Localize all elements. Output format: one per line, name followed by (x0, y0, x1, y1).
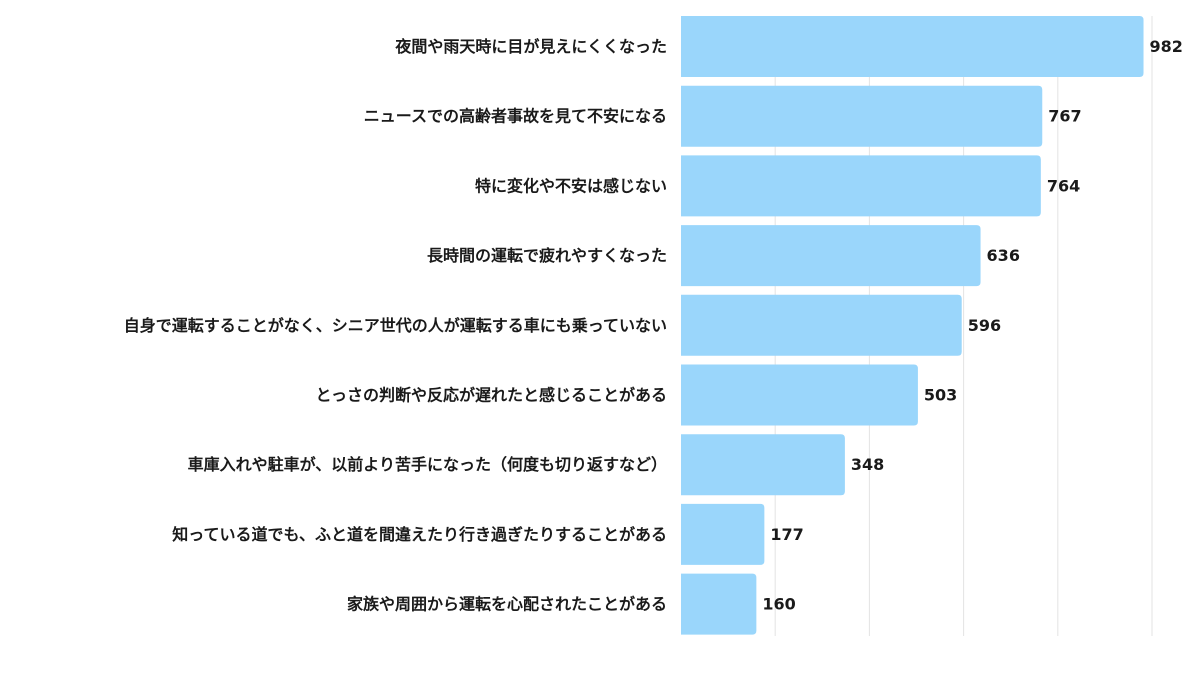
bar (681, 294, 962, 356)
value-label: 767 (1048, 107, 1081, 126)
bar (681, 155, 1041, 217)
category-label: とっさの判断や反応が遅れたと感じることがある (315, 386, 667, 405)
bar (681, 503, 765, 565)
category-label: 車庫入れや駐車が、以前より苦手になった（何度も切り返すなど） (188, 455, 667, 474)
bar (681, 364, 918, 426)
category-label: ニュースでの高齢者事故を見て不安になる (364, 107, 667, 126)
category-labels: 夜間や雨天時に目が見えにくくなったニュースでの高齢者事故を見て不安になる特に変化… (124, 37, 667, 614)
value-label: 348 (851, 455, 884, 474)
value-label: 177 (770, 525, 803, 544)
value-label: 982 (1150, 37, 1183, 56)
category-label: 知っている道でも、ふと道を間違えたり行き過ぎたりすることがある (172, 525, 667, 544)
bar (681, 434, 845, 496)
value-labels: 982 767 764 636 596 503 348 177 160 (762, 37, 1183, 614)
value-label: 503 (924, 386, 957, 405)
bar (681, 16, 1144, 77)
value-label: 764 (1047, 176, 1080, 195)
bar (681, 85, 1043, 147)
value-label: 596 (968, 316, 1001, 335)
category-label: 長時間の運転で疲れやすくなった (427, 246, 667, 265)
bar (681, 573, 757, 635)
category-label: 自身で運転することがなく、シニア世代の人が運転する車にも乗っていない (124, 316, 667, 335)
value-label: 636 (987, 246, 1020, 265)
category-label: 夜間や雨天時に目が見えにくくなった (394, 37, 667, 56)
bars (681, 16, 1144, 635)
category-label: 特に変化や不安は感じない (475, 176, 667, 195)
category-label: 家族や周囲から運転を心配されたことがある (347, 595, 667, 614)
bar (681, 225, 981, 287)
value-label: 160 (762, 595, 795, 614)
